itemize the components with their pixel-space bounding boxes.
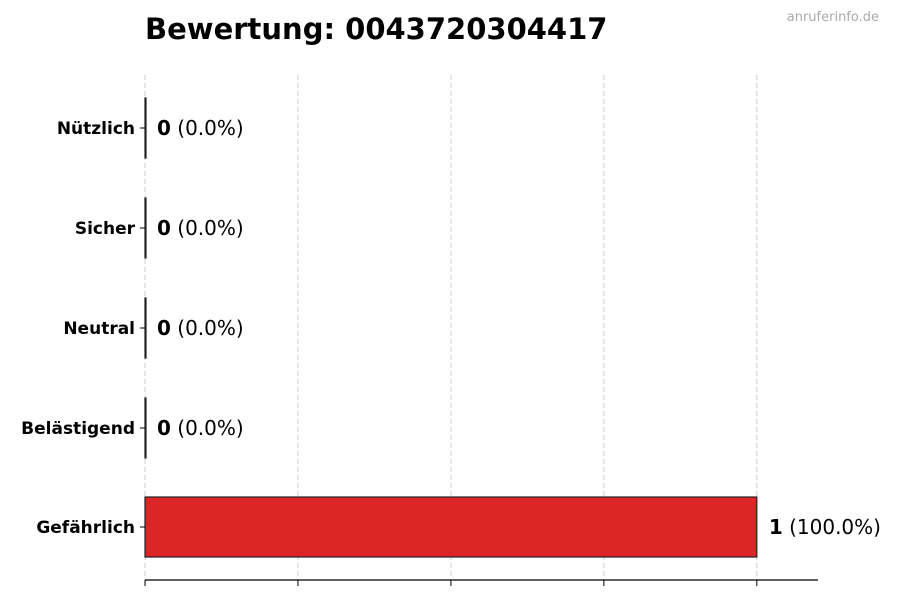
- bar: [144, 496, 758, 558]
- data-label: 1 (100.0%): [769, 515, 881, 539]
- category-label: Gefährlich: [36, 518, 135, 538]
- category-label: Belästigend: [21, 419, 135, 439]
- bar: [144, 297, 147, 359]
- value-label: 0: [157, 416, 171, 440]
- data-label: 0 (0.0%): [157, 416, 244, 440]
- category-label: Sicher: [75, 219, 136, 239]
- chart-title: Bewertung: 0043720304417: [145, 12, 608, 46]
- category-label: Neutral: [63, 319, 135, 339]
- bar: [144, 97, 147, 159]
- value-label: 0: [157, 116, 171, 140]
- bar: [144, 397, 147, 459]
- value-label: 0: [157, 316, 171, 340]
- watermark: anruferinfo.de: [786, 10, 879, 25]
- value-label: 1: [769, 515, 783, 539]
- value-label: 0: [157, 216, 171, 240]
- percent-label: (0.0%): [171, 216, 244, 240]
- data-label: 0 (0.0%): [157, 216, 244, 240]
- percent-label: (0.0%): [171, 116, 244, 140]
- data-label: 0 (0.0%): [157, 116, 244, 140]
- percent-label: (0.0%): [171, 416, 244, 440]
- percent-label: (0.0%): [171, 316, 244, 340]
- data-label: 0 (0.0%): [157, 316, 244, 340]
- percent-label: (100.0%): [783, 515, 881, 539]
- category-label: Nützlich: [57, 119, 135, 139]
- bar: [144, 197, 147, 259]
